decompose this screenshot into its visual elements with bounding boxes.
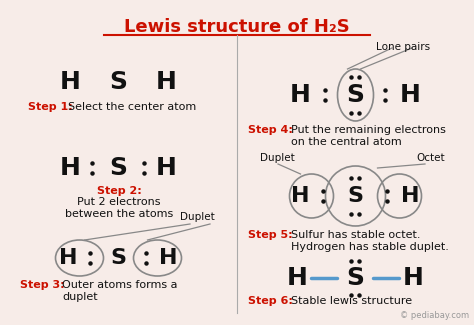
Text: H: H: [60, 156, 81, 180]
Text: Select the center atom: Select the center atom: [68, 102, 196, 112]
Text: Octet: Octet: [416, 153, 445, 163]
Text: S: S: [346, 266, 365, 290]
Text: H: H: [400, 83, 421, 107]
Text: H: H: [156, 70, 177, 94]
Text: Lewis structure of H₂S: Lewis structure of H₂S: [124, 18, 350, 36]
Text: H: H: [287, 266, 308, 290]
Text: H: H: [403, 266, 424, 290]
Text: H: H: [159, 248, 178, 268]
Text: S: S: [110, 248, 127, 268]
Text: Step 6:: Step 6:: [248, 296, 293, 306]
Text: Sulfur has stable octet.
Hydrogen has stable duplet.: Sulfur has stable octet. Hydrogen has st…: [291, 230, 449, 252]
Text: Step 3:: Step 3:: [20, 280, 64, 290]
Text: Duplet: Duplet: [180, 212, 215, 222]
Text: H: H: [291, 186, 310, 206]
Text: Put the remaining electrons
on the central atom: Put the remaining electrons on the centr…: [291, 125, 446, 147]
Text: Duplet: Duplet: [260, 153, 295, 163]
Text: Step 1:: Step 1:: [28, 102, 73, 112]
Text: H: H: [60, 70, 81, 94]
Text: S: S: [346, 83, 365, 107]
Text: Step 4:: Step 4:: [248, 125, 293, 135]
Text: H: H: [59, 248, 78, 268]
Text: Put 2 electrons
between the atoms: Put 2 electrons between the atoms: [65, 197, 173, 219]
Text: H: H: [156, 156, 177, 180]
Text: Step 5:: Step 5:: [248, 230, 292, 240]
Text: S: S: [109, 156, 128, 180]
Text: S: S: [347, 186, 364, 206]
Text: Outer atoms forms a
duplet: Outer atoms forms a duplet: [62, 280, 177, 302]
Text: H: H: [290, 83, 311, 107]
Text: Step 2:: Step 2:: [97, 186, 141, 196]
Text: Stable lewis structure: Stable lewis structure: [291, 296, 412, 306]
Text: Lone pairs: Lone pairs: [376, 42, 430, 52]
Text: S: S: [109, 70, 128, 94]
Text: © pediabay.com: © pediabay.com: [400, 311, 469, 320]
Text: H: H: [401, 186, 420, 206]
